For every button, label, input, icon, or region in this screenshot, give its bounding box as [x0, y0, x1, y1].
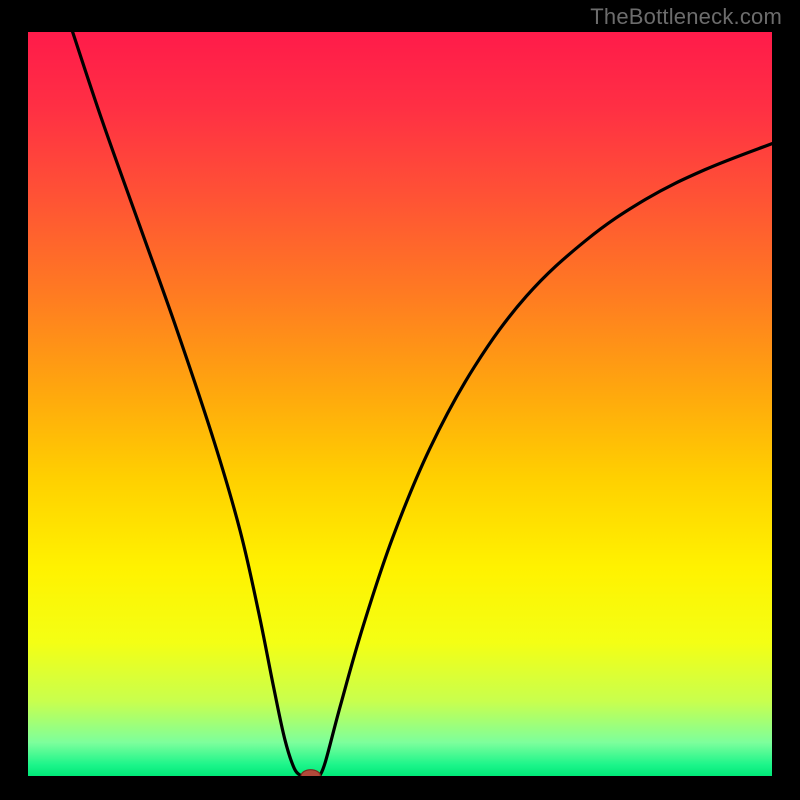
chart-svg — [28, 32, 772, 776]
watermark-text: TheBottleneck.com — [590, 4, 782, 30]
chart-background — [28, 32, 772, 776]
chart-frame: TheBottleneck.com — [0, 0, 800, 800]
plot-area — [28, 32, 772, 776]
